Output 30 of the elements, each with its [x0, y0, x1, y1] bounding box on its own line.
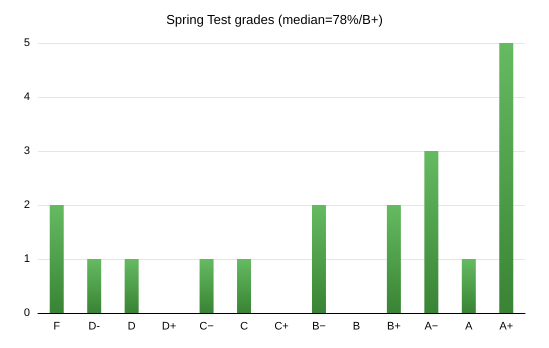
y-tick-label: 1 — [24, 253, 30, 265]
x-tick-label: D — [128, 320, 136, 332]
y-tick-label: 2 — [24, 199, 30, 211]
bar — [87, 259, 102, 313]
bar — [50, 205, 64, 313]
y-tick-label: 3 — [24, 145, 30, 157]
y-tick-label: 0 — [24, 307, 30, 319]
x-tick-label: C+ — [274, 320, 289, 332]
bar — [124, 259, 139, 313]
bar — [462, 259, 476, 313]
x-tick-label: F — [53, 320, 60, 332]
x-tick-label: B+ — [387, 320, 401, 332]
x-tick-label: A — [465, 320, 474, 332]
bar — [386, 205, 401, 313]
x-tick-label: A+ — [499, 320, 514, 332]
bar — [499, 43, 514, 313]
x-tick-label: A− — [424, 320, 438, 332]
bar — [237, 259, 252, 313]
x-tick-label: C− — [199, 320, 214, 332]
x-tick-label: B− — [312, 320, 326, 332]
bar — [424, 151, 438, 313]
x-tick-label: D+ — [162, 320, 176, 332]
x-tick-label: D- — [88, 320, 100, 332]
chart-title: Spring Test grades (median=78%/B+) — [166, 12, 383, 27]
x-tick-label: C — [240, 320, 248, 332]
y-tick-label: 5 — [24, 37, 30, 49]
y-tick-label: 4 — [24, 91, 30, 103]
bar — [312, 205, 326, 313]
bar — [200, 259, 214, 313]
x-tick-label: B — [352, 320, 360, 332]
